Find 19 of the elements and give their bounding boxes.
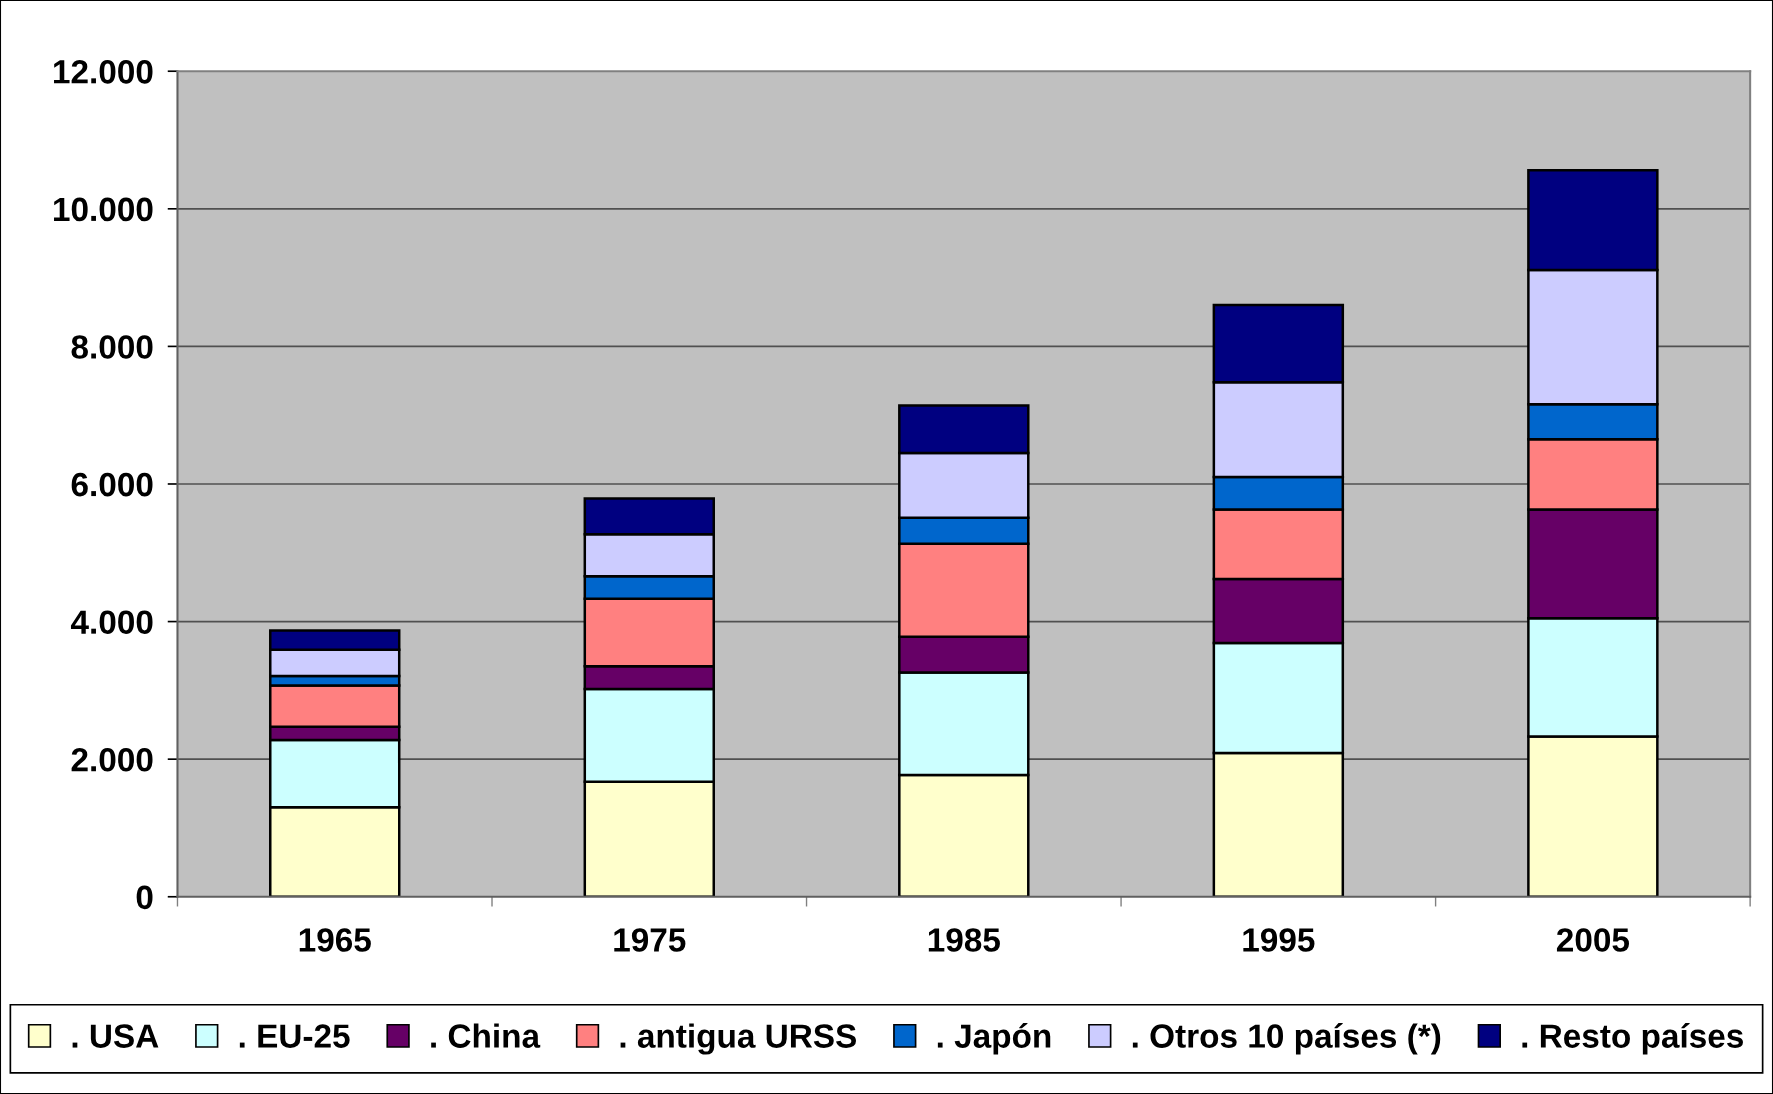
legend-label: . USA bbox=[72, 1024, 159, 1048]
x-tick-label: 1985 bbox=[928, 928, 1000, 952]
y-tick-label: 12.000 bbox=[54, 60, 153, 84]
x-tick-label: 1965 bbox=[299, 928, 371, 952]
y-tick-label: 4.000 bbox=[70, 610, 153, 634]
legend-label: . EU-25 bbox=[239, 1024, 350, 1048]
legend-label: . Japón bbox=[937, 1023, 1051, 1055]
y-tick-label: 0 bbox=[136, 885, 153, 910]
x-tick-label: 1975 bbox=[614, 928, 686, 952]
legend-label: . antigua URSS bbox=[620, 1023, 856, 1055]
x-tick-label: 1995 bbox=[1243, 928, 1315, 952]
y-tick-label: 2.000 bbox=[71, 747, 153, 772]
legend-label: . China bbox=[431, 1023, 541, 1048]
legend-label: . Otros 10 países (*) bbox=[1132, 1023, 1441, 1055]
legend-label: . Resto países bbox=[1522, 1023, 1743, 1055]
y-tick-label: 10.000 bbox=[54, 197, 153, 222]
y-tick-label: 8.000 bbox=[71, 335, 153, 359]
x-tick-label: 2005 bbox=[1556, 928, 1630, 952]
y-tick-label: 6.000 bbox=[71, 472, 153, 497]
